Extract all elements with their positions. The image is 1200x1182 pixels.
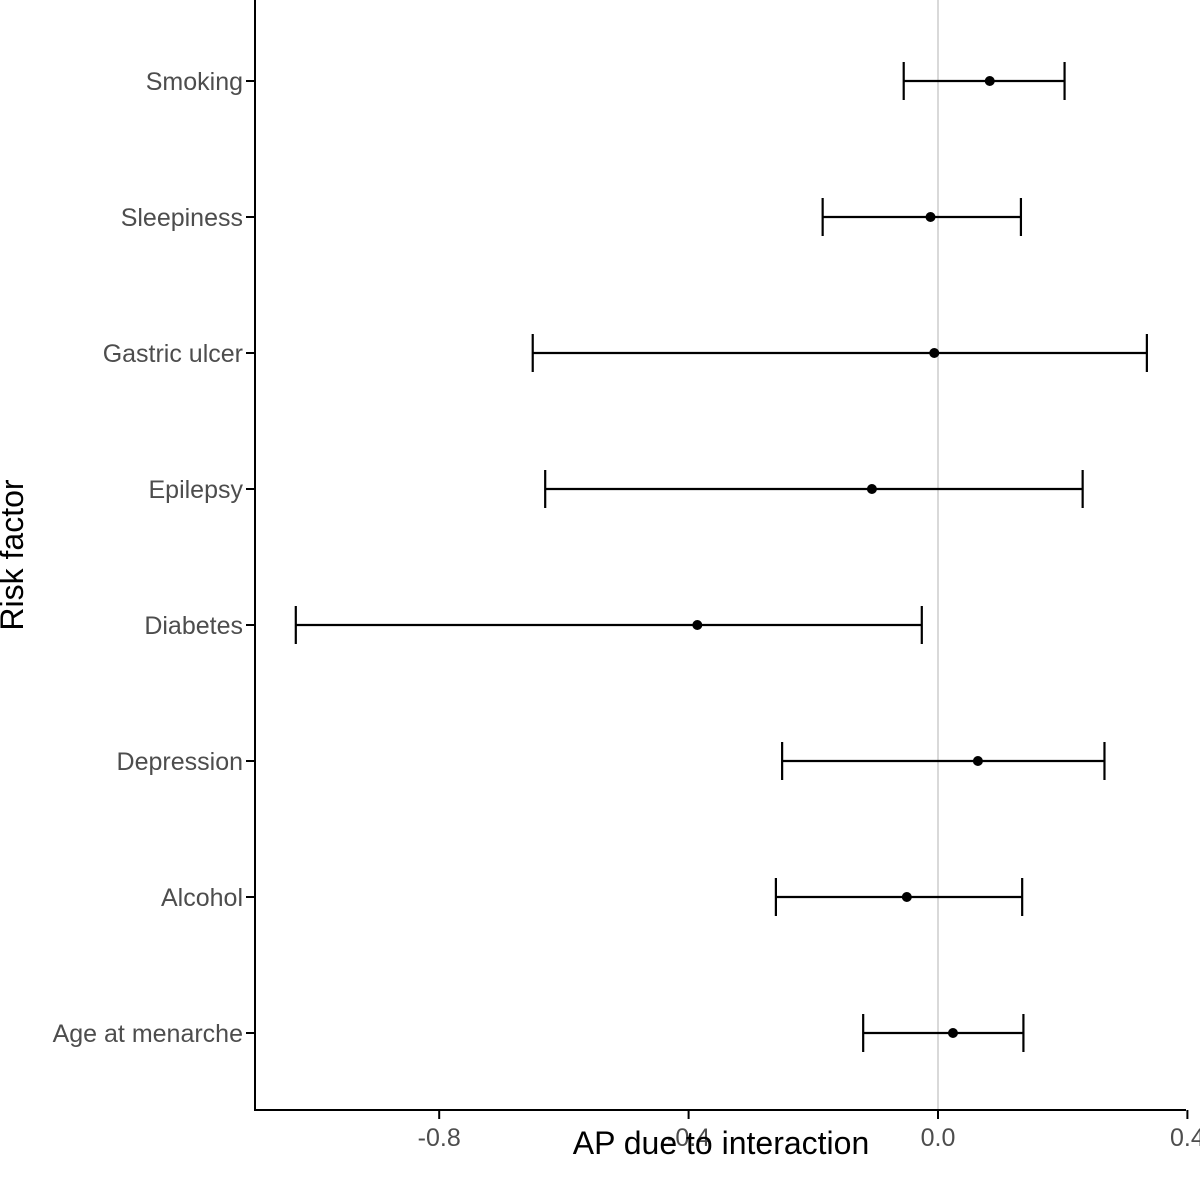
error-bar xyxy=(531,334,1148,372)
y-tick-label: Age at menarche xyxy=(53,1020,243,1048)
x-axis-title: AP due to interaction xyxy=(573,1125,870,1161)
error-bar xyxy=(781,742,1106,780)
error-bar xyxy=(862,1014,1025,1052)
point-estimate xyxy=(984,76,995,86)
x-tick-label: -0.4 xyxy=(667,1124,710,1152)
error-bar xyxy=(774,878,1024,916)
y-tick-label: Smoking xyxy=(146,68,243,96)
x-tick-label: -0.8 xyxy=(418,1124,461,1152)
x-tick-label: 0.0 xyxy=(921,1124,956,1152)
x-axis-tick-labels: -0.8 -0.4 0.0 0.4 xyxy=(418,1110,1200,1152)
y-tick-label: Alcohol xyxy=(161,884,243,912)
point-estimate xyxy=(692,620,703,630)
point-estimate xyxy=(947,1028,958,1038)
x-tick-label: 0.4 xyxy=(1170,1124,1200,1152)
y-tick-label: Diabetes xyxy=(144,612,243,640)
error-bar xyxy=(294,606,923,644)
point-estimate xyxy=(925,212,936,222)
error-bar xyxy=(821,198,1023,236)
point-estimate xyxy=(972,756,983,766)
error-bar xyxy=(902,62,1066,100)
point-estimate xyxy=(866,484,877,494)
y-axis-title: Risk factor xyxy=(0,479,30,630)
y-tick-label: Gastric ulcer xyxy=(103,340,243,368)
point-estimate xyxy=(929,348,940,358)
point-estimate xyxy=(901,892,912,902)
error-bar xyxy=(544,470,1084,508)
y-axis-tick-labels: Smoking Sleepiness Gastric ulcer Epilepsy Di… xyxy=(53,68,255,1048)
y-tick-label: Epilepsy xyxy=(149,476,244,504)
axes xyxy=(254,0,1186,1111)
y-tick-label: Depression xyxy=(117,748,243,776)
y-tick-label: Sleepiness xyxy=(121,204,243,232)
error-bars xyxy=(294,62,1148,1052)
point-estimates xyxy=(692,76,995,1038)
